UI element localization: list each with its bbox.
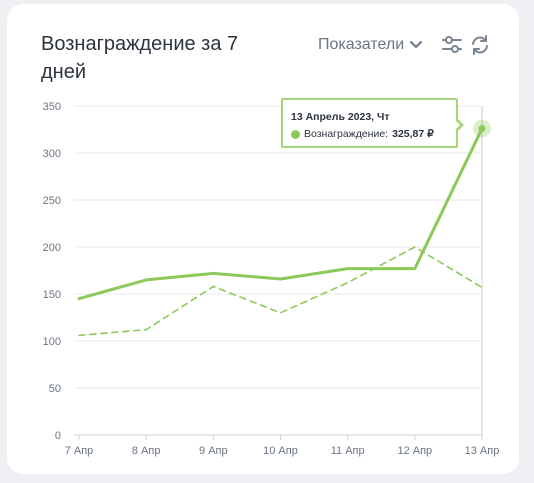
y-tick-label: 300 bbox=[43, 148, 61, 160]
tooltip-value: 325,87 ₽ bbox=[392, 128, 434, 140]
y-tick-label: 350 bbox=[43, 101, 61, 113]
sliders-icon[interactable] bbox=[441, 34, 463, 56]
chart-title: Вознаграждение за 7 дней bbox=[41, 33, 239, 83]
chart-card: Вознаграждение за 7 дней Показатели bbox=[7, 4, 519, 474]
x-tick-label: 12 Апр bbox=[397, 445, 432, 457]
x-tick-label: 10 Апр bbox=[263, 445, 298, 457]
metrics-dropdown[interactable]: Показатели bbox=[318, 36, 423, 54]
chevron-down-icon bbox=[410, 41, 423, 48]
series-color-dot bbox=[291, 129, 300, 139]
tooltip-series-label: Вознаграждение: bbox=[304, 128, 389, 140]
tooltip-date: 13 Апрель 2023, Чт bbox=[291, 111, 390, 123]
y-tick-label: 0 bbox=[55, 430, 61, 442]
y-tick-label: 150 bbox=[43, 289, 61, 301]
metrics-dropdown-label: Показатели bbox=[318, 36, 405, 53]
x-tick-label: 9 Апр bbox=[199, 445, 228, 457]
series-line-dashed bbox=[78, 246, 483, 337]
y-tick-label: 50 bbox=[49, 383, 61, 395]
chart-tooltip: 13 Апрель 2023, Чт Вознаграждение: 325,8… bbox=[281, 98, 464, 148]
x-tick-label: 7 Апр bbox=[65, 445, 94, 457]
refresh-icon[interactable] bbox=[469, 34, 491, 56]
y-tick-label: 200 bbox=[43, 242, 61, 254]
tooltip-row: Вознаграждение: 325,87 ₽ bbox=[291, 128, 434, 140]
x-tick-label: 13 Апр bbox=[465, 445, 500, 457]
x-tick-label: 8 Апр bbox=[132, 445, 161, 457]
x-tick-label: 11 Апр bbox=[331, 445, 365, 457]
y-tick-label: 100 bbox=[43, 336, 61, 348]
series-line-solid bbox=[77, 127, 484, 301]
tooltip-arrow bbox=[455, 118, 464, 132]
highlight-point bbox=[478, 125, 486, 133]
y-tick-label: 250 bbox=[43, 195, 61, 207]
